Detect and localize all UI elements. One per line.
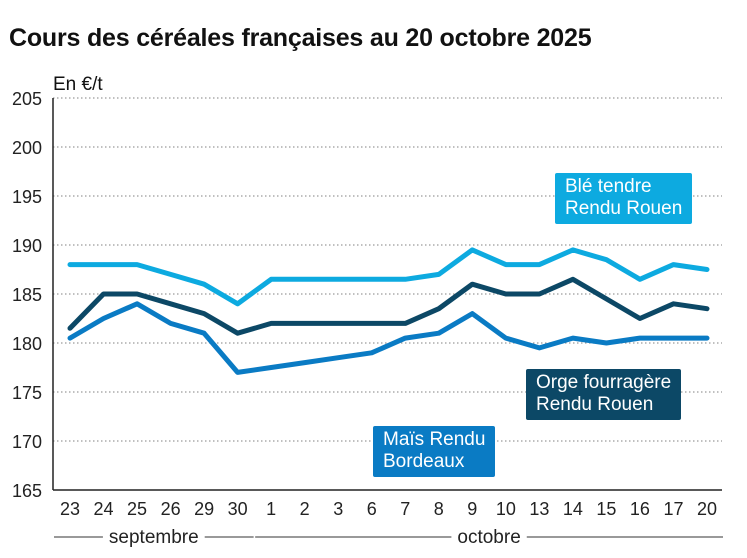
series-line-1 — [67, 276, 710, 336]
series-label-line: Blé tendre — [565, 176, 652, 197]
x-tick-label: 23 — [60, 499, 80, 519]
y-tick-label: 205 — [12, 89, 42, 109]
series-label-line: Maïs Rendu — [383, 429, 486, 450]
y-axis-ticks: 165 170 175 180 185 190 195 200 205 — [12, 89, 42, 501]
y-tick-label: 175 — [12, 383, 42, 403]
x-tick-label: 3 — [333, 499, 343, 519]
x-tick-label: 9 — [467, 499, 477, 519]
y-tick-label: 165 — [12, 481, 42, 501]
y-tick-label: 195 — [12, 187, 42, 207]
series-line-0 — [67, 247, 710, 307]
series-label-line: Rendu Rouen — [536, 394, 654, 415]
x-tick-label: 15 — [596, 499, 616, 519]
chart-title: Cours des céréales françaises au 20 octo… — [9, 24, 592, 52]
x-tick-label: 29 — [194, 499, 214, 519]
x-tick-label: 20 — [697, 499, 717, 519]
month-label: septembre — [109, 527, 199, 548]
series-lines — [67, 247, 710, 375]
x-tick-label: 25 — [127, 499, 147, 519]
series-label-ble-tendre: Blé tendre Rendu Rouen — [555, 173, 693, 224]
y-tick-label: 185 — [12, 285, 42, 305]
x-tick-label: 7 — [400, 499, 410, 519]
x-tick-label: 10 — [496, 499, 516, 519]
y-tick-label: 190 — [12, 236, 42, 256]
y-tick-label: 170 — [12, 432, 42, 452]
series-label-mais: Maïs Rendu Bordeaux — [373, 426, 496, 477]
series-label-line: Bordeaux — [383, 451, 465, 472]
x-tick-label: 17 — [663, 499, 683, 519]
series-label-line: Orge fourragère — [536, 372, 672, 393]
x-tick-label: 14 — [563, 499, 583, 519]
x-tick-label: 30 — [228, 499, 248, 519]
y-tick-label: 200 — [12, 138, 42, 158]
series-label-orge-fourragere: Orge fourragère Rendu Rouen — [526, 369, 682, 420]
x-tick-label: 8 — [434, 499, 444, 519]
series-line-2 — [67, 301, 710, 375]
x-axis-ticks: 23 24 25 26 29 30 1 2 3 6 7 8 9 10 13 14 15 16 17 20 — [60, 499, 717, 519]
x-tick-label: 6 — [367, 499, 377, 519]
x-tick-label: 1 — [266, 499, 276, 519]
month-label: octobre — [457, 527, 520, 548]
y-axis-unit-label: En €/t — [53, 74, 103, 95]
x-tick-label: 24 — [94, 499, 114, 519]
month-groups: septembre octobre — [54, 527, 723, 548]
x-tick-label: 13 — [529, 499, 549, 519]
x-tick-label: 2 — [300, 499, 310, 519]
x-tick-label: 26 — [161, 499, 181, 519]
y-tick-label: 180 — [12, 334, 42, 354]
x-tick-label: 16 — [630, 499, 650, 519]
series-label-line: Rendu Rouen — [565, 198, 683, 219]
